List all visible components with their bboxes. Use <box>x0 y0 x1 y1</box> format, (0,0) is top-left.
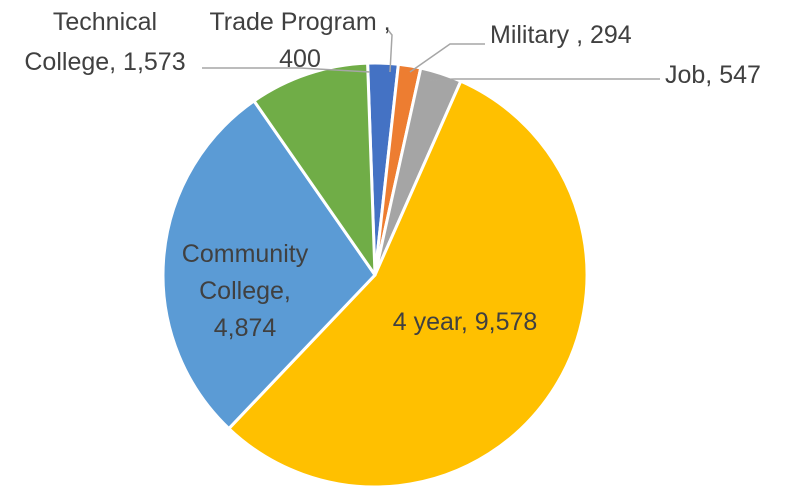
pie-slices <box>161 61 589 489</box>
leader-line-job <box>429 78 660 81</box>
pie-slice-technical-college <box>252 61 377 277</box>
data-label-technical-college: Technical College, 1,573 <box>24 8 185 76</box>
data-label-community-college: Community College, 4,874 <box>182 240 309 342</box>
data-label-military: Military , 294 <box>490 21 632 49</box>
data-labels: Trade Program , 400 Military , 294 Job, 547… <box>24 8 761 342</box>
pie-slice-community-college <box>161 99 377 431</box>
leader-line-technical-college <box>202 67 371 73</box>
pie-slice-4-year <box>227 79 589 489</box>
leader-line-military <box>409 43 485 73</box>
leader-lines <box>202 29 660 81</box>
data-label-trade-program: Trade Program , 400 <box>209 8 390 73</box>
data-label-job: Job, 547 <box>665 61 761 89</box>
leader-line-trade-program <box>387 29 393 73</box>
data-label-4-year: 4 year, 9,578 <box>393 308 538 336</box>
